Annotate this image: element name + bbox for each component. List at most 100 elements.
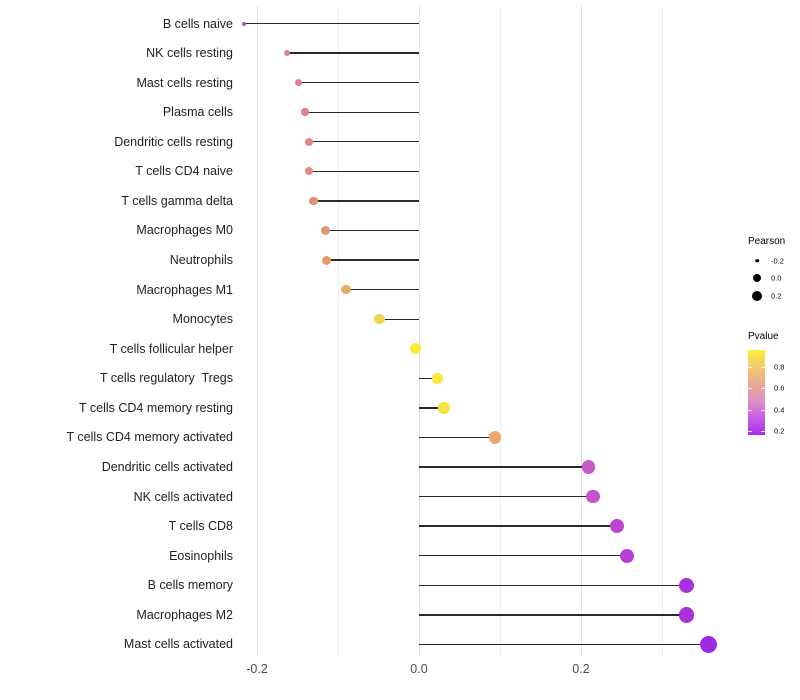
lollipop-stem (298, 81, 419, 84)
y-axis-label: Mast cells resting (136, 75, 233, 90)
colorbar-tick-mark (748, 431, 752, 433)
lollipop-stem (419, 407, 445, 409)
lollipop-stem (325, 229, 419, 232)
lollipop-stem (346, 288, 419, 291)
y-axis-label: Neutrophils (169, 253, 233, 268)
size-legend-dot (752, 290, 762, 301)
lollipop-stem (286, 52, 419, 54)
y-axis-label: NK cells activated (133, 489, 233, 504)
x-gridline-major (256, 6, 258, 657)
y-axis-label: Macrophages M0 (136, 223, 233, 238)
lollipop-dot (374, 313, 385, 325)
lollipop-dot (431, 372, 444, 385)
y-axis-label: Eosinophils (169, 548, 233, 563)
lollipop-dot (410, 343, 422, 355)
size-legend-dot (753, 274, 761, 283)
lollipop-dot (242, 21, 247, 26)
pvalue-colorbar (748, 349, 765, 435)
lollipop-dot (321, 225, 331, 235)
y-axis-label: T cells CD4 memory activated (66, 430, 234, 445)
legend: Pearson -0.2 0.0 0.2 Pvalue 0.8 0.6 0.4 0.2 (744, 232, 800, 440)
lollipop-stem (419, 525, 617, 527)
colorbar-tick-label: 0.2 (774, 426, 785, 436)
lollipop-dot (619, 548, 635, 563)
y-axis-label: Mast cells activated (123, 637, 233, 652)
lollipop-dot (586, 489, 600, 504)
x-gridline-major (418, 6, 420, 657)
y-axis-label: B cells memory (147, 578, 233, 593)
lollipop-dot (304, 137, 313, 146)
y-axis-label: Macrophages M2 (136, 607, 233, 622)
x-gridline-minor (661, 6, 663, 657)
x-gridline-minor (499, 6, 501, 657)
color-legend-title: Pvalue (748, 330, 779, 342)
lollipop-stem (419, 466, 589, 468)
size-legend-item: -0.2 (744, 252, 800, 270)
colorbar-tick-mark (748, 409, 752, 411)
lollipop-stem (419, 495, 594, 498)
lollipop-stem (419, 614, 687, 616)
lollipop-dot (609, 519, 624, 534)
y-axis-label: T cells CD4 naive (135, 164, 233, 179)
size-legend-title: Pearson (748, 236, 786, 247)
size-legend-label: 0.0 (771, 273, 782, 283)
size-legend-item: 0.2 (744, 287, 800, 305)
colorbar-tick-label: 0.6 (774, 383, 785, 393)
size-legend-items: -0.2 0.0 0.2 (744, 252, 800, 305)
lollipop-dot (699, 635, 717, 653)
y-axis-label: T cells CD8 (168, 519, 233, 534)
pvalue-colorbar-wrap: 0.8 0.6 0.4 0.2 (748, 349, 800, 440)
lollipop-stem (304, 111, 419, 113)
y-axis-label: Macrophages M1 (136, 282, 233, 297)
lollipop-stem (379, 318, 419, 320)
x-gridline-minor (337, 6, 339, 657)
x-gridline-major (580, 6, 582, 657)
y-axis-label: Monocytes (172, 312, 233, 327)
size-legend-dot (755, 259, 759, 263)
colorbar-tick-mark (761, 388, 765, 390)
colorbar-tick-label: 0.8 (774, 362, 785, 372)
x-axis-tick-label: 0.2 (572, 662, 590, 676)
lollipop-dot (341, 284, 351, 295)
y-axis-label: Dendritic cells activated (101, 460, 233, 475)
size-legend-item: 0.0 (744, 270, 800, 288)
lollipop-stem (419, 643, 709, 646)
colorbar-tick-mark (748, 388, 752, 390)
y-axis-label: T cells follicular helper (109, 341, 233, 356)
lollipop-stem (419, 377, 438, 380)
colorbar-tick-mark (748, 366, 752, 368)
lollipop-dot (678, 607, 695, 623)
lollipop-dot (301, 108, 309, 116)
x-axis-tick-label: 0.0 (410, 662, 428, 676)
y-axis-label: Dendritic cells resting (114, 134, 233, 149)
lollipop-stem (313, 200, 419, 202)
lollipop-dot (581, 460, 596, 474)
size-legend-label: -0.2 (771, 256, 784, 266)
colorbar-tick-mark (761, 431, 765, 433)
y-axis-label: Plasma cells (162, 105, 233, 120)
lollipop-stem (419, 436, 496, 439)
lollipop-dot (283, 49, 291, 57)
size-legend-label: 0.2 (771, 291, 782, 301)
y-axis-label: T cells CD4 memory resting (79, 400, 233, 415)
lollipop-stem (419, 555, 628, 557)
lollipop-dot (488, 431, 502, 444)
lollipop-stem (419, 584, 687, 587)
lollipop-stem (308, 141, 419, 143)
lollipop-stem (308, 170, 419, 173)
colorbar-tick-mark (761, 366, 765, 368)
y-axis-label: NK cells resting (146, 46, 233, 61)
lollipop-dot (309, 196, 318, 206)
lollipop-stem (244, 22, 419, 25)
lollipop-dot (438, 402, 450, 414)
lollipop-dot (304, 167, 313, 176)
x-axis-tick-label: -0.2 (246, 662, 268, 676)
colorbar-tick-label: 0.4 (774, 405, 785, 415)
lollipop-stem (326, 259, 419, 261)
y-axis-label: B cells naive (162, 16, 233, 31)
colorbar-tick-mark (761, 409, 765, 411)
lollipop-dot (294, 79, 302, 87)
lollipop-dot (322, 255, 332, 265)
y-axis-label: T cells gamma delta (121, 193, 233, 208)
